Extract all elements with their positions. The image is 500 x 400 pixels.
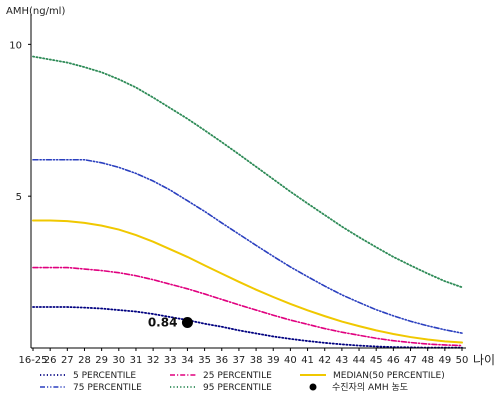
x-tick-label: 16-25 (18, 355, 47, 366)
y-tick-label: 10 (9, 40, 22, 51)
x-tick-label: 47 (404, 355, 417, 366)
x-tick-label: 33 (164, 355, 177, 366)
x-tick-label: 31 (130, 355, 143, 366)
series-lines (32, 55, 463, 349)
amh-marker-label: 0.84 (148, 315, 178, 329)
series-line-1 (32, 266, 463, 347)
series-line-2 (32, 219, 463, 344)
series-line-4 (32, 55, 463, 289)
legend: 5 PERCENTILE 25 PERCENTILE MEDIAN(50 PERCE… (40, 371, 445, 393)
legend-label-2: MEDIAN(50 PERCENTILE) (333, 371, 445, 381)
x-tick-label: 43 (336, 355, 349, 366)
x-tick-label: 37 (233, 355, 246, 366)
x-tick-label: 41 (301, 355, 314, 366)
x-tick-label: 28 (78, 355, 91, 366)
series-line-3 (32, 158, 463, 334)
legend-marker-label: 수진자의 AMH 농도 (332, 382, 408, 393)
x-tick-label: 48 (421, 355, 434, 366)
x-tick-label: 45 (370, 355, 383, 366)
x-tick-label: 32 (147, 355, 160, 366)
x-tick-label: 35 (198, 355, 211, 366)
x-tick-label: 34 (181, 355, 194, 366)
legend-label-4: 95 PERCENTILE (203, 383, 272, 393)
x-tick-label: 36 (215, 355, 228, 366)
x-tick-label: 46 (387, 355, 400, 366)
x-tick-label: 26 (44, 355, 57, 366)
x-axis-label: 나이 (473, 353, 495, 367)
x-tick-label: 40 (284, 355, 297, 366)
x-tick-label: 44 (353, 355, 366, 366)
legend-label-1: 25 PERCENTILE (203, 371, 272, 381)
y-axis-label: AMH(ng/ml) (6, 6, 65, 17)
y-tick-label: 5 (16, 192, 22, 203)
x-tick-label: 39 (267, 355, 280, 366)
legend-label-0: 5 PERCENTILE (73, 371, 136, 381)
marker-layer: 0.84 (148, 315, 193, 329)
legend-label-3: 75 PERCENTILE (73, 383, 142, 393)
x-tick-label: 30 (112, 355, 125, 366)
amh-marker-point (181, 316, 193, 328)
x-tick-label: 42 (318, 355, 331, 366)
x-tick-label: 29 (95, 355, 108, 366)
legend-marker-swatch (309, 383, 317, 391)
x-tick-label: 27 (61, 355, 74, 366)
series-line-0 (32, 306, 463, 349)
x-tick-label: 38 (250, 355, 263, 366)
x-tick-label: 50 (456, 355, 469, 366)
x-tick-label: 49 (438, 355, 451, 366)
